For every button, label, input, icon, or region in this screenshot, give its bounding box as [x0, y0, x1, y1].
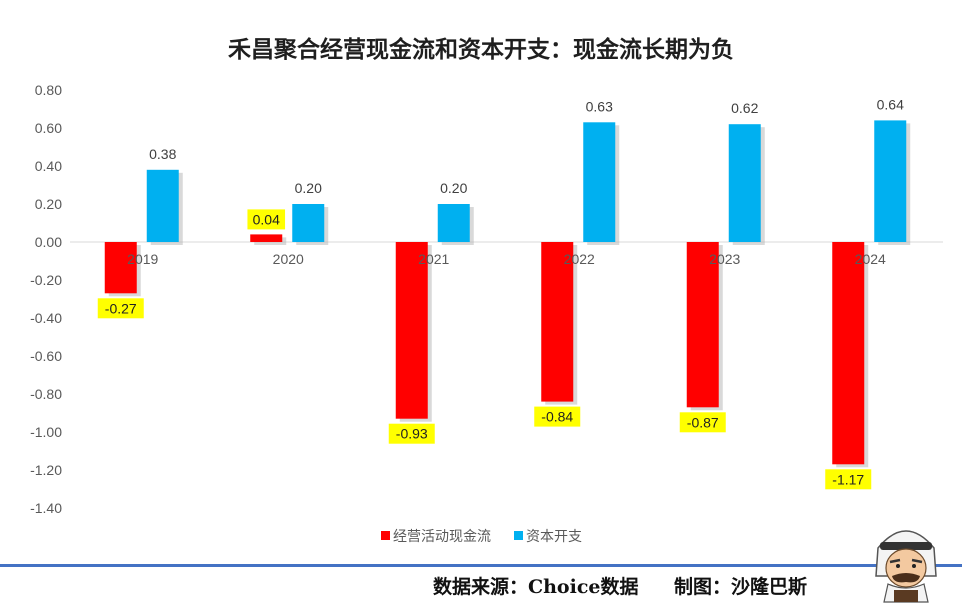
data-label-capex: 0.20 [295, 180, 322, 196]
bar-operating-cashflow [250, 234, 283, 242]
legend-swatch-operating-cashflow [381, 531, 390, 540]
legend-label-operating-cashflow: 经营活动现金流 [393, 529, 491, 545]
bar-operating-cashflow [686, 242, 719, 408]
data-label-operating-cashflow: -0.87 [687, 414, 719, 430]
legend: 经营活动现金流 资本开支 [381, 529, 582, 545]
y-tick-label: -1.20 [30, 462, 62, 478]
data-labels: -0.27 0.38 0.04 0.20 -0.93 0.20 -0.84 0.63 -0.87… [97, 96, 904, 490]
data-label-capex: 0.62 [731, 100, 758, 116]
bars [104, 120, 911, 468]
x-tick-label: 2023 [709, 251, 740, 267]
bar-operating-cashflow [395, 242, 428, 419]
x-tick-label: 2024 [855, 251, 886, 267]
bar-capex [874, 120, 907, 242]
bar-operating-cashflow [541, 242, 574, 402]
y-tick-label: 0.40 [35, 158, 62, 174]
legend-label-capex: 资本开支 [526, 529, 582, 545]
bearded-man-mascot-icon [875, 530, 937, 603]
data-label-capex: 0.63 [586, 98, 613, 114]
bar-operating-cashflow [104, 242, 137, 294]
y-axis: 0.80 0.60 0.40 0.20 0.00 -0.20 -0.40 -0.60 -0.80… [30, 82, 62, 516]
x-tick-label: 2022 [564, 251, 595, 267]
data-label-capex: 0.38 [149, 146, 176, 162]
data-label-operating-cashflow: 0.04 [253, 211, 280, 227]
x-tick-label: 2021 [418, 251, 449, 267]
y-tick-label: 0.00 [35, 234, 62, 250]
y-tick-label: 0.60 [35, 120, 62, 136]
footer-credit: 制图：沙隆巴斯 [674, 576, 808, 598]
data-label-operating-cashflow: -1.17 [832, 471, 864, 487]
data-label-capex: 0.64 [877, 96, 904, 112]
y-tick-label: -0.20 [30, 272, 62, 288]
data-label-highlight [247, 209, 286, 230]
data-label-highlight [825, 469, 872, 490]
data-label-highlight [388, 423, 435, 444]
bar-capex [437, 204, 470, 242]
y-tick-label: 0.20 [35, 196, 62, 212]
data-label-highlight [534, 406, 581, 427]
bar-operating-cashflow [832, 242, 865, 465]
bar-capex [583, 122, 616, 242]
data-label-highlight [97, 298, 144, 319]
y-tick-label: -0.80 [30, 386, 62, 402]
data-label-operating-cashflow: -0.93 [396, 426, 428, 442]
y-tick-label: -1.40 [30, 500, 62, 516]
data-label-operating-cashflow: -0.84 [541, 409, 573, 425]
x-tick-label: 2019 [127, 251, 158, 267]
y-tick-label: -0.40 [30, 310, 62, 326]
footer-source: 数据来源：Choice数据 [433, 576, 639, 598]
y-tick-label: 0.80 [35, 82, 62, 98]
data-label-capex: 0.20 [440, 180, 467, 196]
data-label-operating-cashflow: -0.27 [105, 300, 137, 316]
legend-swatch-capex [514, 531, 523, 540]
x-tick-label: 2020 [273, 251, 304, 267]
bar-capex [292, 204, 325, 242]
chart-title: 禾昌聚合经营现金流和资本开支：现金流长期为负 [228, 36, 734, 63]
y-tick-label: -1.00 [30, 424, 62, 440]
bar-chart: 0.80 0.60 0.40 0.20 0.00 -0.20 -0.40 -0.60 -0.80… [30, 82, 943, 545]
data-label-highlight [679, 412, 726, 433]
x-axis-labels: 2019 2020 2021 2022 2023 2024 [127, 251, 886, 267]
footer-divider [0, 564, 962, 567]
y-tick-label: -0.60 [30, 348, 62, 364]
bar-capex [146, 169, 179, 242]
bar-capex [728, 124, 761, 242]
